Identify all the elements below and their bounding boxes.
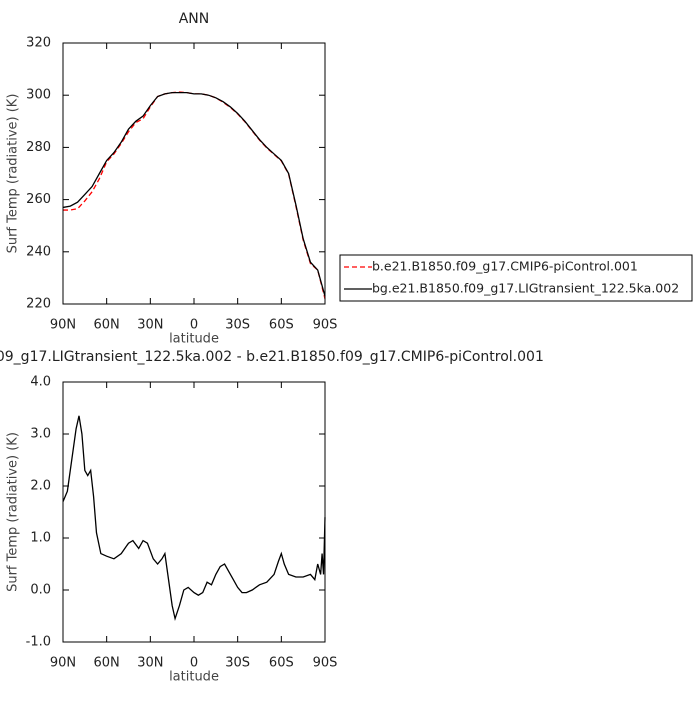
- data-line: [62, 415, 326, 622]
- x-tick-label: 60N: [94, 318, 120, 333]
- x-tick-label: 90N: [50, 656, 76, 671]
- y-axis-label: Surf Temp (radiative) (K): [6, 432, 21, 592]
- x-tick-label: 90N: [50, 318, 76, 333]
- legend-label: bg.e21.B1850.f09_g17.LIGtransient_122.5k…: [372, 281, 679, 296]
- y-tick-label: 280: [26, 140, 51, 155]
- x-tick-label: 90S: [313, 656, 338, 671]
- x-tick-label: 30N: [137, 656, 163, 671]
- legend-box: [339, 254, 693, 302]
- y-tick-label: 0.0: [30, 583, 51, 598]
- y-tick-label: 220: [26, 297, 51, 312]
- x-tick-label: 30N: [137, 318, 163, 333]
- x-tick-label: 0: [190, 656, 198, 671]
- y-tick-label: 3.0: [30, 427, 51, 442]
- y-tick-label: 4.0: [30, 375, 51, 390]
- data-line: [63, 91, 326, 299]
- legend-label: b.e21.B1850.f09_g17.CMIP6-piControl.001: [372, 259, 638, 274]
- x-tick-label: 90S: [313, 318, 338, 333]
- y-tick-label: 320: [26, 36, 51, 51]
- y-tick-label: 240: [26, 244, 51, 259]
- x-tick-label: 30S: [225, 318, 250, 333]
- x-axis-label: latitude: [169, 670, 219, 685]
- x-tick-label: 0: [190, 318, 198, 333]
- y-tick-label: 2.0: [30, 479, 51, 494]
- y-tick-label: 260: [26, 192, 51, 207]
- x-tick-label: 60S: [269, 318, 294, 333]
- x-axis-label: latitude: [169, 332, 219, 347]
- x-tick-label: 30S: [225, 656, 250, 671]
- y-axis-label: Surf Temp (radiative) (K): [6, 94, 21, 254]
- y-tick-label: -1.0: [26, 635, 51, 650]
- x-tick-label: 60N: [94, 656, 120, 671]
- y-tick-label: 300: [26, 88, 51, 103]
- data-line: [62, 91, 326, 297]
- x-tick-label: 60S: [269, 656, 294, 671]
- chart-title: bg.e21.B1850.f09_g17.LIGtransient_122.5k…: [0, 349, 544, 365]
- chart-title: ANN: [179, 11, 210, 27]
- plot-frame: [62, 381, 326, 643]
- y-tick-label: 1.0: [30, 531, 51, 546]
